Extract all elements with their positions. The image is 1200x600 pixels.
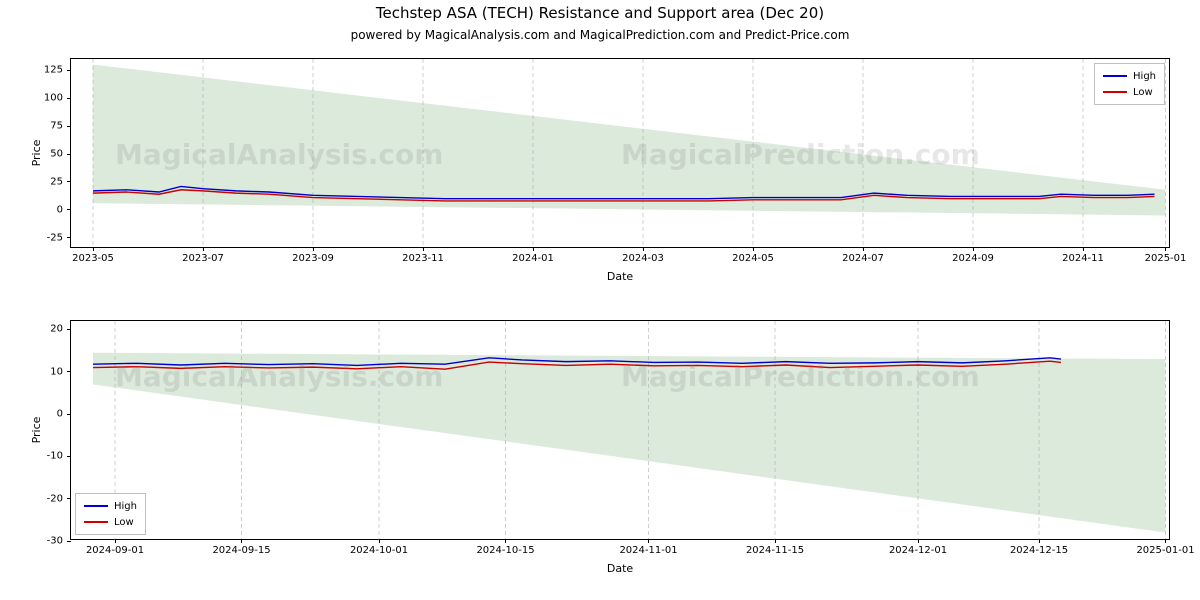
- x-tick-label: 2024-09-15: [212, 539, 270, 556]
- x-tick-label: 2024-09-01: [86, 539, 144, 556]
- figure: Techstep ASA (TECH) Resistance and Suppo…: [0, 0, 1200, 600]
- legend-entry: High: [1103, 68, 1156, 84]
- x-tick-label: 2024-10-15: [476, 539, 534, 556]
- y-tick-label: 50: [50, 149, 71, 160]
- support-band: [93, 65, 1166, 216]
- legend-entry: Low: [1103, 84, 1156, 100]
- legend-swatch: [84, 521, 108, 523]
- legend-swatch: [1103, 91, 1127, 93]
- chart-svg-1: [71, 59, 1169, 247]
- y-tick-label: 25: [50, 176, 71, 187]
- x-tick-label: 2023-05: [72, 247, 114, 264]
- legend-entry: Low: [84, 514, 137, 530]
- chart-svg-2: [71, 321, 1169, 539]
- chart-title: Techstep ASA (TECH) Resistance and Suppo…: [0, 4, 1200, 22]
- y-tick-label: 75: [50, 121, 71, 132]
- y-axis-label: Price: [30, 140, 43, 167]
- chart-subtitle: powered by MagicalAnalysis.com and Magic…: [0, 28, 1200, 42]
- x-tick-label: 2023-07: [182, 247, 224, 264]
- x-tick-label: 2024-03: [622, 247, 664, 264]
- x-tick-label: 2023-09: [292, 247, 334, 264]
- x-axis-label: Date: [607, 562, 633, 575]
- legend-label: High: [114, 501, 137, 512]
- x-tick-label: 2024-09: [952, 247, 994, 264]
- x-axis-label: Date: [607, 270, 633, 283]
- legend-panel-2: High Low: [75, 493, 146, 535]
- legend-entry: High: [84, 498, 137, 514]
- x-tick-label: 2024-07: [842, 247, 884, 264]
- legend-label: Low: [1133, 87, 1153, 98]
- x-tick-label: 2024-11-01: [619, 539, 677, 556]
- legend-label: Low: [114, 517, 134, 528]
- x-tick-label: 2024-10-01: [350, 539, 408, 556]
- y-tick-label: 100: [44, 93, 71, 104]
- y-tick-label: 20: [50, 324, 71, 335]
- y-tick-label: 10: [50, 366, 71, 377]
- y-tick-label: -20: [47, 493, 71, 504]
- x-tick-label: 2024-12-15: [1010, 539, 1068, 556]
- x-tick-label: 2024-05: [732, 247, 774, 264]
- legend-swatch: [84, 505, 108, 507]
- legend-swatch: [1103, 75, 1127, 77]
- legend-label: High: [1133, 71, 1156, 82]
- x-tick-label: 2024-12-01: [889, 539, 947, 556]
- y-tick-label: -30: [47, 536, 71, 547]
- y-tick-label: 0: [57, 409, 71, 420]
- support-band: [93, 353, 1166, 533]
- x-tick-label: 2024-11-15: [746, 539, 804, 556]
- y-tick-label: -10: [47, 451, 71, 462]
- y-tick-label: 125: [44, 65, 71, 76]
- x-tick-label: 2024-01: [512, 247, 554, 264]
- chart-panel-2: Price Date HighLow MagicalAnalysis.comMa…: [70, 320, 1170, 540]
- chart-panel-1: Price Date HighLow MagicalAnalysis.comMa…: [70, 58, 1170, 248]
- legend-panel-1: High Low: [1094, 63, 1165, 105]
- y-axis-label: Price: [30, 417, 43, 444]
- y-tick-label: 0: [57, 204, 71, 215]
- x-tick-label: 2025-01: [1145, 247, 1187, 264]
- x-tick-label: 2025-01-01: [1136, 539, 1194, 556]
- x-tick-label: 2024-11: [1062, 247, 1104, 264]
- x-tick-label: 2023-11: [402, 247, 444, 264]
- y-tick-label: -25: [47, 232, 71, 243]
